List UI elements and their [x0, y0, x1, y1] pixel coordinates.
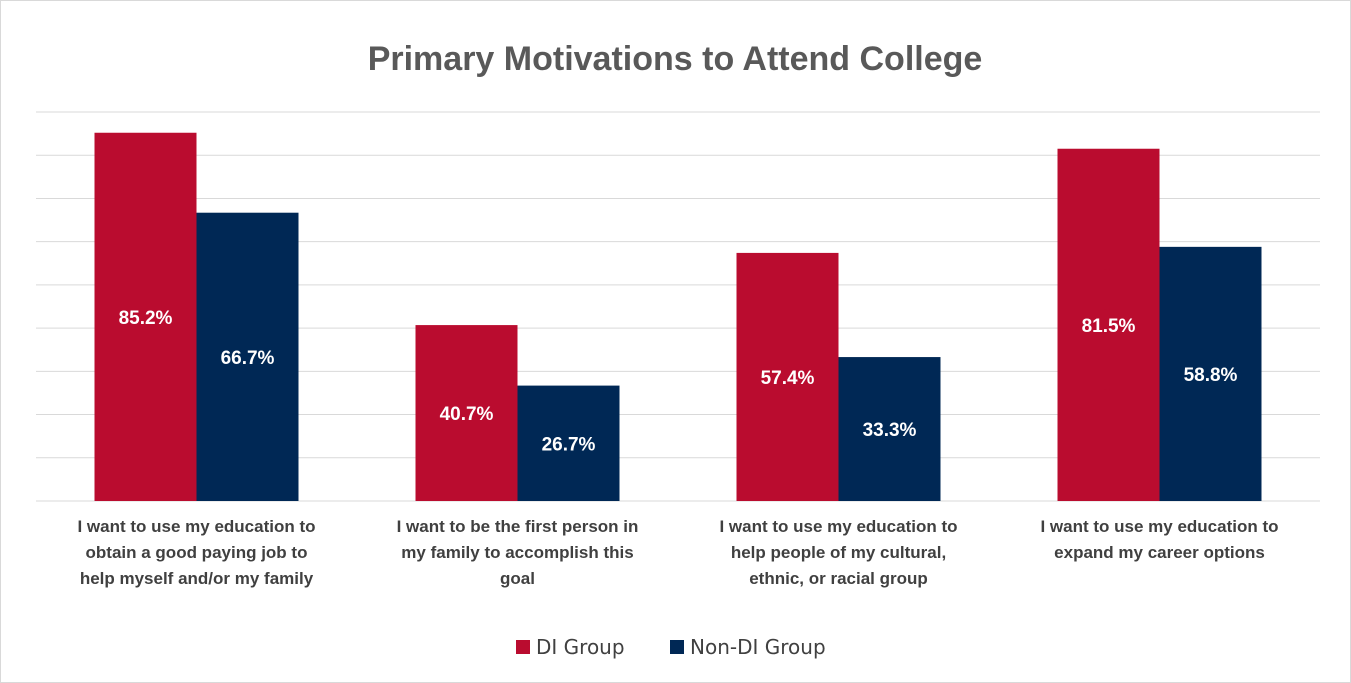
- category-label-line: I want to use my education to: [77, 517, 315, 536]
- data-label: 26.7%: [542, 434, 596, 455]
- bar-non-di-1: [196, 212, 299, 502]
- category-label-line: help myself and/or my family: [80, 569, 314, 588]
- data-label: 66.7%: [221, 348, 275, 369]
- legend-swatch-non-di: [670, 640, 684, 654]
- category-label-line: I want to use my education to: [1040, 517, 1278, 536]
- category-labels: I want to use my education to obtain a go…: [77, 517, 1278, 588]
- legend-label: Non-DI Group: [690, 635, 826, 659]
- data-label: 33.3%: [863, 420, 917, 441]
- chart-title: Primary Motivations to Attend College: [368, 40, 983, 78]
- category-label-line: help people of my cultural,: [731, 543, 946, 562]
- legend: DI Group Non-DI Group: [516, 635, 826, 659]
- bar-di-4: [1057, 148, 1160, 501]
- bars: [94, 132, 1262, 502]
- bar-di-2: [415, 325, 518, 501]
- category-label-line: expand my career options: [1054, 543, 1265, 562]
- category-label-line: obtain a good paying job to: [86, 543, 308, 562]
- legend-swatch-di: [516, 640, 530, 654]
- category-label-line: ethnic, or racial group: [749, 569, 928, 588]
- bar-non-di-3: [838, 357, 941, 501]
- legend-label: DI Group: [536, 635, 625, 659]
- bar-di-1: [94, 132, 197, 501]
- bar-non-di-2: [517, 385, 620, 501]
- data-label: 58.8%: [1184, 365, 1238, 386]
- category-label-line: goal: [500, 569, 535, 588]
- data-label: 57.4%: [761, 368, 815, 389]
- bar-non-di-4: [1159, 246, 1262, 501]
- data-label: 85.2%: [119, 308, 173, 329]
- category-label-line: my family to accomplish this: [401, 543, 633, 562]
- category-label-line: I want to use my education to: [719, 517, 957, 536]
- data-labels: 85.2% 66.7% 40.7% 26.7% 57.4% 33.3% 81.5% 58.8%: [119, 308, 1238, 455]
- category-label-line: I want to be the first person in: [397, 517, 639, 536]
- data-label: 40.7%: [440, 404, 494, 425]
- data-label: 81.5%: [1082, 316, 1136, 337]
- bar-di-3: [736, 252, 839, 501]
